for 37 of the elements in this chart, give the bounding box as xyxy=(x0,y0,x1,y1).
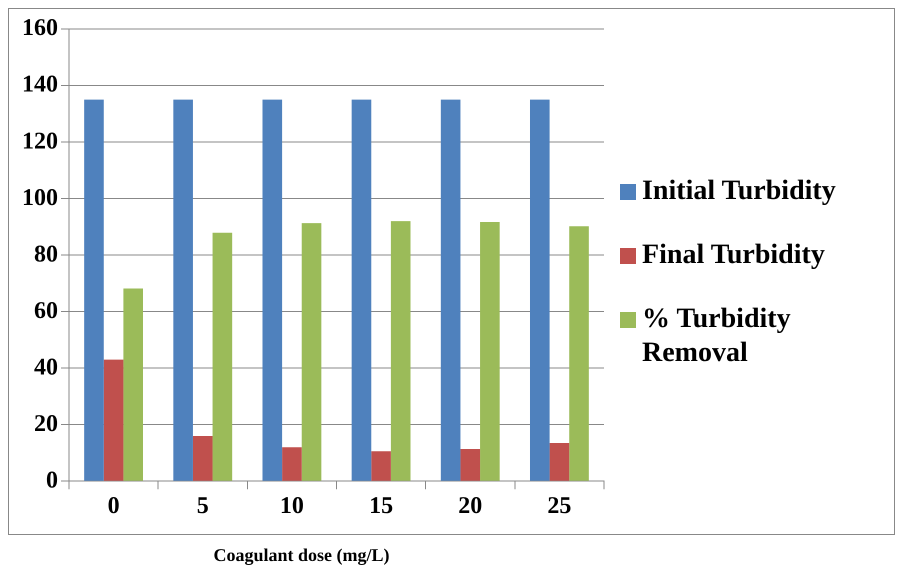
x-tick-label: 15 xyxy=(369,492,394,519)
bar xyxy=(352,100,372,481)
bar xyxy=(569,226,589,481)
legend-label: % Turbidity Removal xyxy=(642,302,792,370)
bar xyxy=(530,100,550,481)
x-tick-label: 25 xyxy=(547,492,572,519)
y-tick-label: 80 xyxy=(34,241,58,268)
x-tick-label: 0 xyxy=(108,492,120,519)
bar xyxy=(550,443,570,481)
bar xyxy=(123,288,144,481)
bar xyxy=(302,223,322,481)
bar xyxy=(212,232,232,481)
y-tick-label: 120 xyxy=(22,128,58,154)
x-tick-label: 20 xyxy=(458,492,482,519)
y-tick-label: 100 xyxy=(22,184,58,211)
bar xyxy=(480,222,500,481)
bar xyxy=(262,100,282,481)
y-tick-label: 160 xyxy=(22,15,58,42)
y-tick-label: 60 xyxy=(34,298,58,324)
bar xyxy=(104,360,124,481)
bar xyxy=(173,100,193,481)
bar xyxy=(371,451,391,481)
y-tick-label: 0 xyxy=(46,467,58,494)
legend-label: Final Turbidity xyxy=(642,238,825,272)
bar xyxy=(192,436,213,481)
x-tick-label: 5 xyxy=(196,492,209,519)
y-tick-label: 20 xyxy=(34,410,58,437)
x-tick-label: 10 xyxy=(280,492,304,519)
bar xyxy=(282,447,302,481)
legend-label: Initial Turbidity xyxy=(642,174,836,208)
x-axis-title: Coagulant dose (mg/L) xyxy=(212,545,390,566)
y-tick-label: 140 xyxy=(22,72,58,98)
bar xyxy=(440,100,460,481)
y-tick-label: 40 xyxy=(34,354,58,380)
bar xyxy=(460,448,480,481)
bar xyxy=(390,221,411,481)
bar xyxy=(84,100,104,481)
